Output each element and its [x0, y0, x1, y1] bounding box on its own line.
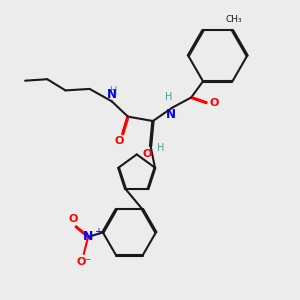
Text: H: H — [165, 92, 172, 103]
Text: N: N — [83, 230, 93, 243]
Text: +: + — [94, 226, 102, 237]
Text: N: N — [107, 88, 117, 101]
Text: H: H — [110, 86, 118, 96]
Text: CH₃: CH₃ — [226, 15, 242, 24]
Text: O: O — [209, 98, 219, 108]
Text: O⁻: O⁻ — [76, 257, 92, 268]
Text: H: H — [157, 143, 164, 153]
Text: O: O — [115, 136, 124, 146]
Text: N: N — [166, 108, 176, 122]
Text: O: O — [142, 149, 152, 159]
Text: O: O — [69, 214, 78, 224]
